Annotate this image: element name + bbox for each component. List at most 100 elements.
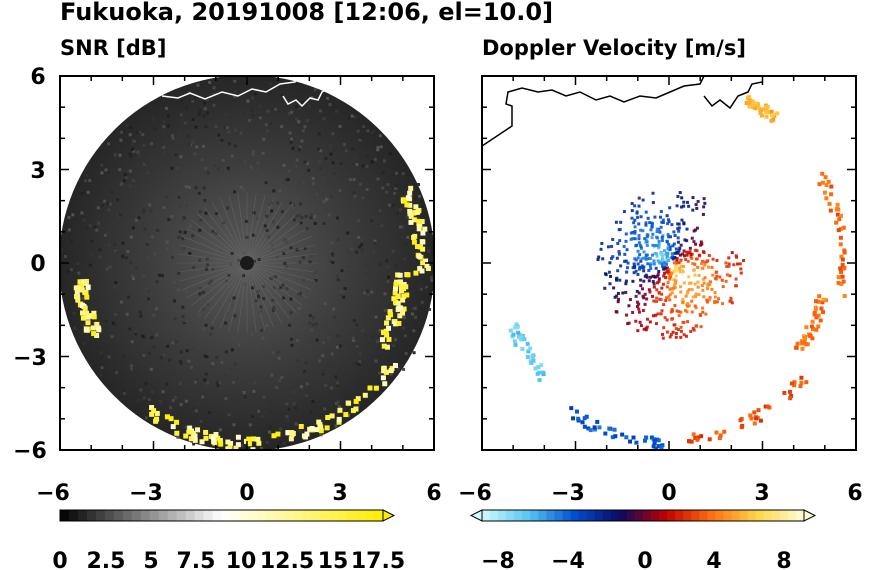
snr-noise-cell	[119, 300, 123, 304]
snr-noise-cell	[381, 186, 385, 190]
snr-radial-streak	[197, 213, 248, 264]
snr-echo-cell	[325, 414, 331, 420]
snr-echo-cell	[94, 321, 100, 327]
snr-noise-cell	[257, 295, 261, 299]
snr-noise-cell	[274, 107, 278, 111]
colorbar-extension	[382, 509, 396, 522]
snr-noise-cell	[142, 210, 146, 214]
snr-noise-cell	[336, 383, 340, 387]
velocity-echo-cell	[727, 262, 731, 266]
velocity-echo-cell	[673, 295, 677, 299]
velocity-echo-cell	[656, 444, 661, 449]
velocity-echo-cell	[637, 204, 641, 208]
velocity-echo-cell	[636, 272, 640, 276]
velocity-echo-cell	[525, 354, 530, 359]
snr-noise-cell	[67, 228, 71, 232]
snr-noise-cell	[416, 217, 420, 221]
snr-noise-cell	[361, 329, 365, 333]
snr-noise-cell	[208, 80, 212, 84]
colorbar-tick-label: 8	[776, 549, 791, 570]
snr-noise-cell	[285, 418, 289, 422]
snr-noise-cell	[243, 160, 247, 164]
snr-noise-cell	[149, 367, 153, 371]
snr-echo-cell	[187, 425, 193, 431]
colorbar-segment	[167, 510, 178, 521]
velocity-echo-cell	[655, 299, 659, 303]
snr-noise-cell	[289, 297, 293, 301]
velocity-echo-cell	[753, 106, 758, 111]
velocity-echo-cell	[651, 201, 655, 205]
velocity-echo-cell	[769, 109, 774, 114]
snr-noise-cell	[335, 216, 339, 220]
velocity-echo-cell	[678, 270, 682, 274]
velocity-echo-cell	[625, 313, 629, 317]
snr-echo-cell	[91, 331, 97, 337]
snr-noise-cell	[246, 99, 250, 103]
snr-panel-title: SNR [dB]	[60, 36, 167, 60]
velocity-echo-cell	[655, 296, 659, 300]
snr-echo-cell	[210, 435, 216, 441]
velocity-echo-cell	[622, 210, 626, 214]
snr-noise-cell	[301, 129, 305, 133]
velocity-echo-cell	[644, 223, 648, 227]
velocity-echo-cell	[687, 275, 691, 279]
velocity-echo-cell	[680, 196, 684, 200]
velocity-echo-cell	[569, 406, 574, 411]
snr-echo-cell	[401, 293, 407, 299]
snr-noise-cell	[228, 170, 232, 174]
snr-noise-cell	[338, 189, 342, 193]
snr-echo-cell	[337, 407, 343, 413]
velocity-echo-cell	[666, 222, 670, 226]
snr-noise-cell	[205, 98, 209, 102]
snr-noise-cell	[227, 413, 231, 417]
snr-noise-cell	[198, 228, 202, 232]
snr-noise-cell	[334, 424, 338, 428]
snr-echo-cell	[336, 419, 342, 425]
snr-noise-cell	[233, 144, 237, 148]
snr-noise-cell	[290, 343, 294, 347]
snr-noise-cell	[271, 306, 275, 310]
snr-echo-cell	[324, 425, 330, 431]
snr-noise-cell	[208, 113, 212, 117]
snr-noise-cell	[220, 138, 224, 142]
velocity-echo-cell	[657, 279, 661, 283]
snr-noise-cell	[336, 400, 340, 404]
snr-radial-streak	[179, 262, 248, 282]
snr-radial-streak	[191, 262, 248, 306]
velocity-echo-cell	[747, 104, 752, 109]
snr-noise-cell	[242, 188, 246, 192]
colorbar-tick-label: 4	[706, 549, 721, 570]
velocity-echo-cell	[701, 310, 705, 314]
velocity-echo-cell	[681, 270, 685, 274]
snr-echo-cell	[408, 213, 414, 219]
snr-noise-cell	[212, 86, 216, 90]
snr-noise-cell	[205, 267, 209, 271]
snr-noise-cell	[182, 321, 186, 325]
snr-noise-cell	[114, 249, 118, 253]
velocity-echo-cell	[653, 275, 657, 279]
snr-echo-cell	[195, 427, 201, 433]
snr-noise-cell	[110, 335, 114, 339]
velocity-echo-cell	[703, 276, 707, 280]
snr-radial-streak	[182, 235, 248, 264]
snr-echo-cell	[380, 375, 386, 381]
snr-noise-cell	[201, 395, 205, 399]
snr-echo-cell	[203, 429, 209, 435]
colorbar-segment	[747, 510, 757, 521]
snr-noise-cell	[256, 161, 260, 165]
snr-noise-cell	[76, 262, 80, 266]
snr-noise-cell	[104, 168, 108, 172]
snr-echo-cell	[408, 219, 414, 225]
velocity-echo-cell	[674, 335, 678, 339]
velocity-echo-cell	[611, 255, 615, 259]
snr-radial-streak	[246, 262, 303, 306]
snr-noise-cell	[383, 308, 387, 312]
colorbar-segment	[506, 510, 515, 521]
snr-noise-cell	[126, 362, 130, 366]
snr-noise-cell	[165, 247, 169, 251]
snr-noise-cell	[138, 130, 142, 134]
snr-noise-cell	[268, 410, 272, 414]
snr-noise-cell	[250, 332, 254, 336]
snr-noise-cell	[298, 202, 302, 206]
velocity-echo-cell	[645, 275, 649, 279]
